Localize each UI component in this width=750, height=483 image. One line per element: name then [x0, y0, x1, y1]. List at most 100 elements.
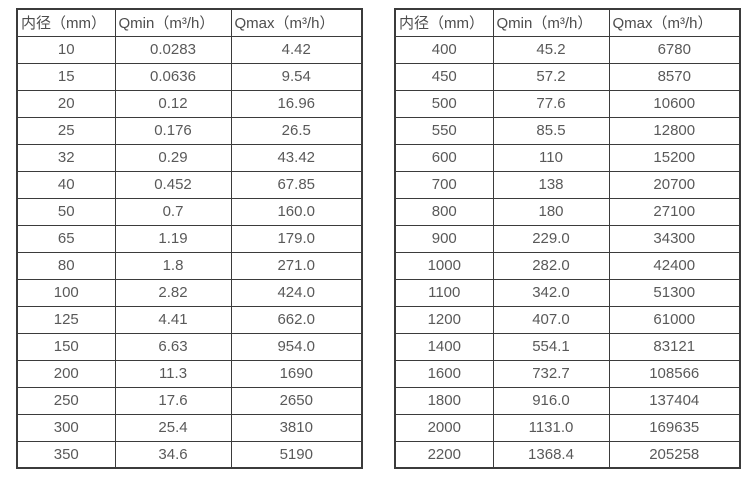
column-header-diameter: 内径（mm） [394, 8, 494, 37]
table-row: 32 0.29 43.42 [16, 143, 363, 172]
table-cell: 67.85 [230, 170, 363, 199]
table-cell: 2000 [394, 413, 494, 442]
table-cell: 15200 [608, 143, 741, 172]
header-row: 内径（mm） Qmin（m³/h） Qmax（m³/h） [394, 8, 741, 37]
table-row: 1400 554.1 83121 [394, 332, 741, 361]
table-cell: 20 [16, 89, 116, 118]
table-row: 1000 282.0 42400 [394, 251, 741, 280]
table-cell: 34.6 [114, 440, 232, 469]
table-cell: 500 [394, 89, 494, 118]
table-cell: 169635 [608, 413, 741, 442]
table-cell: 3810 [230, 413, 363, 442]
table-cell: 125 [16, 305, 116, 334]
flow-table-right: 内径（mm） Qmin（m³/h） Qmax（m³/h） 400 45.2 6780… [394, 8, 741, 469]
column-header-qmin: Qmin（m³/h） [114, 8, 232, 37]
table-cell: 229.0 [492, 224, 610, 253]
table-cell: 250 [16, 386, 116, 415]
table-body-left: 10 0.0283 4.42 15 0.0636 9.54 20 0.12 16.96 25 0.1… [16, 35, 363, 469]
table-cell: 0.452 [114, 170, 232, 199]
table-row: 200 11.3 1690 [16, 359, 363, 388]
table-cell: 180 [492, 197, 610, 226]
table-cell: 11.3 [114, 359, 232, 388]
table-cell: 32 [16, 143, 116, 172]
table-cell: 17.6 [114, 386, 232, 415]
table-cell: 34300 [608, 224, 741, 253]
table-row: 900 229.0 34300 [394, 224, 741, 253]
table-row: 350 34.6 5190 [16, 440, 363, 469]
table-cell: 700 [394, 170, 494, 199]
table-cell: 450 [394, 62, 494, 91]
table-cell: 0.0636 [114, 62, 232, 91]
table-cell: 1131.0 [492, 413, 610, 442]
flow-rate-tables-page: 内径（mm） Qmin（m³/h） Qmax（m³/h） 10 0.0283 4.4… [16, 8, 741, 469]
table-cell: 0.7 [114, 197, 232, 226]
table-cell: 179.0 [230, 224, 363, 253]
table-cell: 1100 [394, 278, 494, 307]
table-cell: 0.0283 [114, 35, 232, 64]
table-row: 550 85.5 12800 [394, 116, 741, 145]
table-cell: 5190 [230, 440, 363, 469]
table-row: 1100 342.0 51300 [394, 278, 741, 307]
table-row: 1800 916.0 137404 [394, 386, 741, 415]
header-row: 内径（mm） Qmin（m³/h） Qmax（m³/h） [16, 8, 363, 37]
table-row: 25 0.176 26.5 [16, 116, 363, 145]
table-cell: 40 [16, 170, 116, 199]
table-cell: 10600 [608, 89, 741, 118]
table-cell: 900 [394, 224, 494, 253]
table-cell: 57.2 [492, 62, 610, 91]
table-cell: 150 [16, 332, 116, 361]
table-cell: 138 [492, 170, 610, 199]
column-header-qmax: Qmax（m³/h） [230, 8, 363, 37]
table-cell: 342.0 [492, 278, 610, 307]
table-cell: 108566 [608, 359, 741, 388]
table-cell: 25.4 [114, 413, 232, 442]
table-row: 2000 1131.0 169635 [394, 413, 741, 442]
table-cell: 4.41 [114, 305, 232, 334]
table-cell: 1000 [394, 251, 494, 280]
table-row: 80 1.8 271.0 [16, 251, 363, 280]
table-body-right: 400 45.2 6780 450 57.2 8570 500 77.6 10600 550 85.… [394, 35, 741, 469]
table-row: 50 0.7 160.0 [16, 197, 363, 226]
table-cell: 25 [16, 116, 116, 145]
table-cell: 0.12 [114, 89, 232, 118]
table-cell: 12800 [608, 116, 741, 145]
table-row: 1200 407.0 61000 [394, 305, 741, 334]
table-cell: 1690 [230, 359, 363, 388]
table-cell: 160.0 [230, 197, 363, 226]
table-cell: 0.176 [114, 116, 232, 145]
table-cell: 1.19 [114, 224, 232, 253]
table-row: 15 0.0636 9.54 [16, 62, 363, 91]
table-cell: 0.29 [114, 143, 232, 172]
table-row: 250 17.6 2650 [16, 386, 363, 415]
table-row: 150 6.63 954.0 [16, 332, 363, 361]
table-row: 300 25.4 3810 [16, 413, 363, 442]
table-cell: 1400 [394, 332, 494, 361]
column-header-diameter: 内径（mm） [16, 8, 116, 37]
table-cell: 916.0 [492, 386, 610, 415]
table-cell: 20700 [608, 170, 741, 199]
table-cell: 2200 [394, 440, 494, 469]
table-cell: 1600 [394, 359, 494, 388]
table-cell: 16.96 [230, 89, 363, 118]
table-cell: 424.0 [230, 278, 363, 307]
table-cell: 205258 [608, 440, 741, 469]
table-row: 400 45.2 6780 [394, 35, 741, 64]
table-cell: 2.82 [114, 278, 232, 307]
table-cell: 662.0 [230, 305, 363, 334]
table-row: 800 180 27100 [394, 197, 741, 226]
table-cell: 77.6 [492, 89, 610, 118]
table-row: 500 77.6 10600 [394, 89, 741, 118]
table-cell: 2650 [230, 386, 363, 415]
table-cell: 407.0 [492, 305, 610, 334]
table-row: 700 138 20700 [394, 170, 741, 199]
column-header-qmax: Qmax（m³/h） [608, 8, 741, 37]
column-header-qmin: Qmin（m³/h） [492, 8, 610, 37]
table-cell: 1800 [394, 386, 494, 415]
table-cell: 26.5 [230, 116, 363, 145]
table-cell: 65 [16, 224, 116, 253]
table-cell: 554.1 [492, 332, 610, 361]
table-cell: 45.2 [492, 35, 610, 64]
table-cell: 1.8 [114, 251, 232, 280]
table-cell: 4.42 [230, 35, 363, 64]
table-cell: 6780 [608, 35, 741, 64]
